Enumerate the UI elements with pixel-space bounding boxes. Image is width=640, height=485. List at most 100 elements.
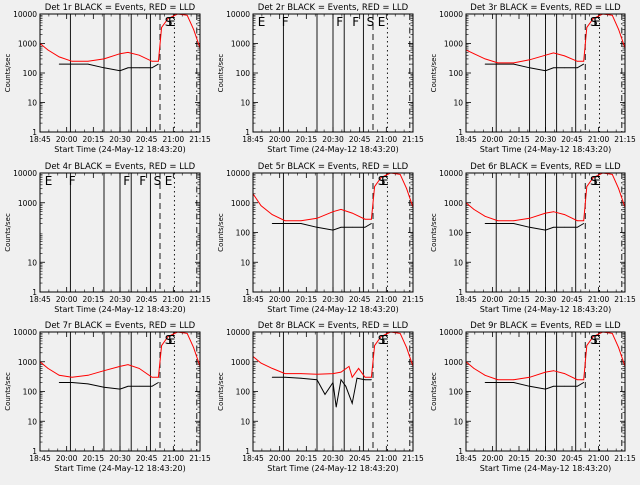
x-axis-label: Start Time (24-May-12 18:43:20) (480, 464, 611, 473)
series-line-events (59, 63, 159, 72)
data-point (497, 379, 499, 381)
y-axis-label: Counts/sec (4, 213, 12, 252)
data-point (151, 385, 153, 387)
region-label: S (378, 174, 386, 188)
x-tick-label: 20:00 (482, 454, 504, 463)
y-tick-label: 100 (23, 69, 38, 78)
x-tick-label: 21:00 (588, 295, 610, 304)
data-point (87, 60, 89, 62)
data-point (583, 379, 585, 381)
data-point (58, 382, 60, 383)
y-axis-label: Counts/sec (430, 372, 438, 411)
data-point (71, 63, 73, 65)
chart-frame (39, 13, 201, 133)
data-point (358, 367, 359, 369)
data-point (316, 217, 318, 219)
plot-area (282, 14, 411, 132)
x-tick-label: 21:00 (163, 454, 185, 463)
data-point (260, 205, 262, 207)
data-point (332, 373, 334, 374)
data-point (576, 379, 578, 381)
x-tick-label: 20:00 (56, 295, 78, 304)
data-point (513, 220, 515, 222)
x-tick-label: 18:45 (455, 295, 477, 304)
y-tick-label: 10 (27, 258, 37, 267)
x-tick-label: 20:00 (269, 135, 291, 144)
data-point (284, 220, 286, 222)
data-point (103, 58, 105, 60)
data-point (316, 226, 318, 228)
data-point (300, 373, 302, 374)
data-point (158, 382, 159, 383)
x-tick-label: 20:15 (296, 135, 318, 144)
data-point (158, 376, 159, 378)
x-tick-label: 21:15 (402, 135, 424, 144)
data-point (553, 211, 554, 213)
y-tick-label: 1 (458, 288, 463, 297)
x-tick-label: 20:15 (508, 295, 530, 304)
data-point (618, 29, 620, 30)
data-point (364, 218, 366, 220)
x-tick-label: 20:30 (535, 454, 557, 463)
data-point (399, 173, 401, 175)
data-point (406, 188, 407, 189)
region-label: F (123, 174, 130, 188)
data-point (340, 226, 342, 228)
data-point (484, 215, 486, 217)
data-point (484, 223, 486, 224)
y-tick-label: 100 (23, 388, 38, 397)
data-point (161, 345, 163, 346)
region-label: E (168, 15, 176, 29)
data-point (271, 214, 273, 215)
chart-panel-7: Det 7r BLACK = Events, RED = LLD Start Ti… (4, 321, 211, 473)
data-point (380, 336, 382, 338)
data-point (167, 18, 169, 19)
data-point (586, 186, 588, 187)
chart-title: Det 9r BLACK = Events, RED = LLD (470, 321, 621, 331)
y-tick-label: 1000 (231, 40, 250, 49)
data-point (513, 223, 515, 224)
data-point (371, 379, 372, 381)
series-line-events (485, 382, 584, 390)
data-point (592, 177, 594, 179)
data-point (513, 379, 515, 381)
chart-panel-3: Det 3r BLACK = Events, RED = LLD Start Ti… (430, 3, 636, 154)
data-point (497, 220, 499, 222)
chart-panel-4: Det 4r BLACK = Events, RED = LLD Start Ti… (4, 162, 211, 314)
chart-panel-5: Det 5r BLACK = Events, RED = LLD Start Ti… (217, 162, 424, 314)
data-point (545, 212, 546, 214)
y-tick-label: 10 (453, 258, 463, 267)
region-label: S (165, 15, 173, 29)
y-tick-label: 1000 (444, 199, 463, 208)
data-point (364, 379, 366, 381)
y-axis-label: Counts/sec (430, 213, 438, 252)
data-point (356, 377, 358, 379)
data-point (576, 67, 578, 69)
data-point (611, 14, 613, 16)
y-tick-label: 10000 (13, 169, 37, 178)
data-point (497, 63, 499, 65)
y-tick-label: 1 (245, 288, 250, 297)
x-tick-label: 20:15 (296, 454, 318, 463)
data-point (553, 67, 554, 69)
data-point (529, 376, 530, 378)
data-point (553, 370, 554, 372)
region-label: E (378, 15, 386, 29)
x-tick-label: 20:00 (56, 135, 78, 144)
data-point (611, 173, 613, 175)
data-point (103, 370, 105, 372)
data-point (583, 382, 585, 383)
region-label: E (593, 333, 601, 347)
chart-frame (465, 13, 626, 133)
data-point (271, 376, 273, 378)
x-tick-label: 20:00 (269, 454, 291, 463)
x-tick-label: 20:45 (561, 295, 583, 304)
series-line-events (485, 223, 584, 231)
x-tick-label: 21:15 (189, 295, 211, 304)
x-tick-label: 20:30 (322, 135, 344, 144)
data-point (371, 218, 372, 220)
region-label: F (69, 174, 76, 188)
data-point (324, 393, 326, 395)
plot-area (69, 173, 198, 292)
